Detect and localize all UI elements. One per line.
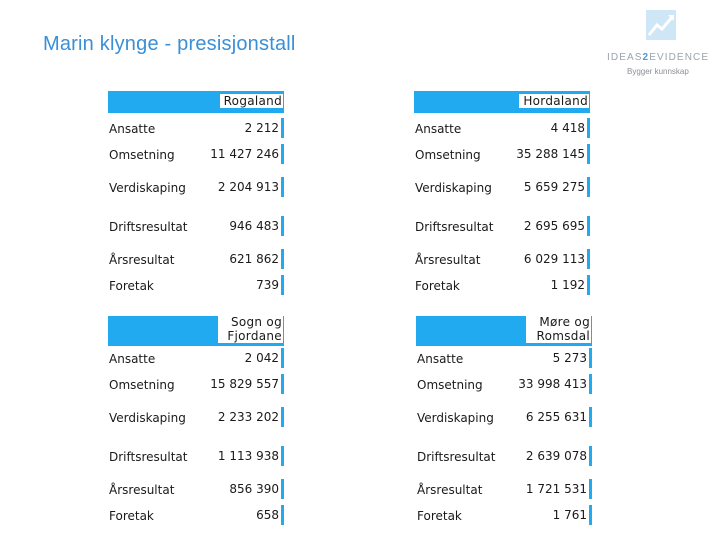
row-value: 2 233 202: [211, 407, 284, 427]
row-value: 4 418: [544, 118, 590, 138]
row-value: 1 192: [544, 275, 590, 295]
row-value: 35 288 145: [510, 144, 590, 164]
table-row: Ansatte 2 042: [108, 348, 284, 370]
table-row: Verdiskaping 6 255 631: [416, 407, 592, 429]
row-value: 2 695 695: [517, 216, 590, 236]
row-value: 1 721 531: [519, 479, 592, 499]
row-value: 658: [250, 505, 284, 525]
row-label: Verdiskaping: [417, 411, 494, 425]
region-table-more-og-romsdal: Møre og Romsdal Ansatte 5 273 Omsetning 33…: [416, 315, 592, 525]
region-header: Sogn og Fjordane: [108, 315, 284, 346]
table-row: Årsresultat 1 721 531: [416, 479, 592, 501]
row-value: 5 659 275: [517, 177, 590, 197]
row-value: 621 862: [223, 249, 284, 269]
row-label: Verdiskaping: [109, 181, 186, 195]
table-row: Verdiskaping 2 204 913: [108, 177, 284, 199]
table-row: Ansatte 4 418: [414, 118, 590, 140]
row-label: Omsetning: [417, 378, 483, 392]
table-row: Ansatte 2 212: [108, 118, 284, 140]
row-label: Ansatte: [417, 352, 464, 366]
row-label: Foretak: [109, 279, 154, 293]
row-label: Årsresultat: [417, 483, 483, 497]
region-name: Møre og Romsdal: [526, 315, 591, 343]
table-row: Omsetning 15 829 557: [108, 374, 284, 396]
table-row: Foretak 739: [108, 275, 284, 297]
row-label: Årsresultat: [109, 483, 175, 497]
row-label: Foretak: [109, 509, 154, 523]
table-row: Foretak 1 761: [416, 505, 592, 527]
row-label: Driftsresultat: [415, 220, 494, 234]
table-row: Årsresultat 6 029 113: [414, 249, 590, 271]
table-row: Ansatte 5 273: [416, 348, 592, 370]
row-label: Ansatte: [109, 122, 156, 136]
row-value: 11 427 246: [204, 144, 284, 164]
logo-wordmark: IDEAS2EVIDENCE: [607, 52, 710, 63]
row-value: 2 639 078: [519, 446, 592, 466]
region-table-rogaland: Rogaland Ansatte 2 212 Omsetning 11 427 24…: [108, 91, 284, 295]
table-row: Driftsresultat 1 113 938: [108, 446, 284, 468]
row-label: Driftsresultat: [109, 220, 188, 234]
row-label: Driftsresultat: [109, 450, 188, 464]
region-table-sogn-og-fjordane: Sogn og Fjordane Ansatte 2 042 Omsetning 1…: [108, 315, 284, 525]
region-name: Rogaland: [219, 94, 283, 108]
row-value: 15 829 557: [204, 374, 284, 394]
row-value: 2 212: [238, 118, 284, 138]
region-header: Rogaland: [108, 91, 284, 113]
row-label: Verdiskaping: [415, 181, 492, 195]
row-value: 2 204 913: [211, 177, 284, 197]
region-header: Møre og Romsdal: [416, 315, 592, 346]
row-label: Foretak: [417, 509, 462, 523]
row-label: Verdiskaping: [109, 411, 186, 425]
table-row: Årsresultat 856 390: [108, 479, 284, 501]
row-label: Omsetning: [415, 148, 481, 162]
row-label: Omsetning: [109, 378, 175, 392]
table-row: Omsetning 33 998 413: [416, 374, 592, 396]
table-row: Foretak 658: [108, 505, 284, 527]
row-label: Foretak: [415, 279, 460, 293]
row-value: 2 042: [238, 348, 284, 368]
row-label: Driftsresultat: [417, 450, 496, 464]
ideas2evidence-logo: IDEAS2EVIDENCE Bygger kunnskap: [600, 10, 715, 80]
region-header: Hordaland: [414, 91, 590, 113]
row-label: Årsresultat: [109, 253, 175, 267]
row-value: 33 998 413: [512, 374, 592, 394]
row-value: 856 390: [223, 479, 284, 499]
row-label: Ansatte: [415, 122, 462, 136]
table-row: Verdiskaping 2 233 202: [108, 407, 284, 429]
page-title: Marin klynge - presisjonstall: [43, 33, 296, 55]
table-row: Driftsresultat 2 639 078: [416, 446, 592, 468]
row-label: Årsresultat: [415, 253, 481, 267]
table-row: Årsresultat 621 862: [108, 249, 284, 271]
region-table-hordaland: Hordaland Ansatte 4 418 Omsetning 35 288 1…: [414, 91, 590, 295]
row-value: 946 483: [223, 216, 284, 236]
table-row: Foretak 1 192: [414, 275, 590, 297]
logo-tagline: Bygger kunnskap: [627, 67, 689, 76]
table-row: Driftsresultat 946 483: [108, 216, 284, 238]
row-value: 5 273: [546, 348, 592, 368]
region-name: Sogn og Fjordane: [218, 315, 283, 343]
row-value: 1 113 938: [211, 446, 284, 466]
row-value: 6 255 631: [519, 407, 592, 427]
table-row: Omsetning 35 288 145: [414, 144, 590, 166]
row-label: Ansatte: [109, 352, 156, 366]
row-value: 739: [250, 275, 284, 295]
row-label: Omsetning: [109, 148, 175, 162]
chart-trend-icon: [646, 10, 676, 40]
table-row: Omsetning 11 427 246: [108, 144, 284, 166]
table-row: Verdiskaping 5 659 275: [414, 177, 590, 199]
row-value: 1 761: [546, 505, 592, 525]
row-value: 6 029 113: [517, 249, 590, 269]
region-name: Hordaland: [519, 94, 589, 108]
table-row: Driftsresultat 2 695 695: [414, 216, 590, 238]
